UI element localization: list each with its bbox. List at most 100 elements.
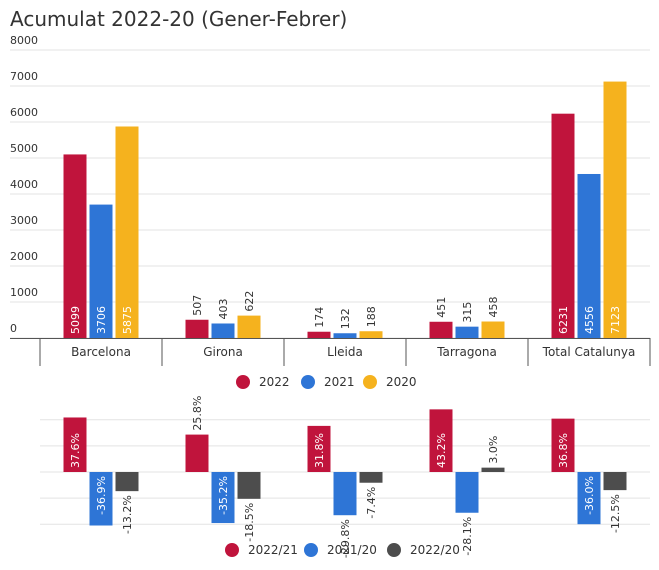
data-label: 132: [339, 308, 352, 329]
data-label: 458: [487, 297, 500, 318]
bar-tarragona-2020: [481, 321, 505, 338]
bottom-chart-bars: [63, 409, 627, 526]
data-label: 43.2%: [435, 433, 448, 468]
bar-girona-2022-20: [237, 472, 261, 499]
y-tick-label: 6000: [10, 106, 38, 119]
legend-label: 2022/21: [248, 543, 298, 557]
bar-girona-2020: [237, 315, 261, 338]
x-category-label: Total Catalunya: [542, 345, 636, 359]
data-label: 25.8%: [191, 396, 204, 431]
data-label: 37.6%: [69, 433, 82, 468]
legend-swatch-icon: [301, 375, 315, 389]
bar-lleida-2022-20: [359, 472, 383, 483]
data-label: -36.0%: [583, 476, 596, 515]
data-label: 174: [313, 307, 326, 328]
top-chart-bars: [63, 81, 627, 339]
data-label: -28.1%: [461, 517, 474, 556]
bar-total-catalunya-2021-20: [577, 472, 601, 525]
x-category-label: Girona: [203, 345, 243, 359]
y-tick-label: 1000: [10, 286, 38, 299]
bar-tarragona-2021: [455, 326, 479, 338]
bar-girona-2021: [211, 323, 235, 338]
data-label: 403: [217, 298, 230, 319]
legend-label: 2021/20: [327, 543, 377, 557]
data-label: 507: [191, 295, 204, 316]
data-label: 31.8%: [313, 433, 326, 468]
data-label: -29.8%: [339, 519, 352, 558]
legend-item-2021-20[interactable]: 2021/20: [304, 543, 377, 557]
data-label: 5875: [121, 306, 134, 334]
bar-lleida-2021: [333, 333, 357, 338]
y-tick-label: 3000: [10, 214, 38, 227]
bar-barcelona-2020: [115, 126, 139, 338]
bar-barcelona-2022-21: [63, 417, 87, 472]
bar-total-catalunya-2020: [603, 81, 627, 339]
bar-total-catalunya-2022-20: [603, 472, 627, 491]
legend-label: 2022: [259, 375, 290, 389]
legend-item-2021[interactable]: 2021: [301, 375, 355, 389]
bottom-chart-legend[interactable]: 2022/21 2021/20 2022/20: [225, 543, 460, 557]
bar-lleida-2022-21: [307, 425, 331, 472]
top-chart-x-axis: Barcelona Girona Lleida Tarragona Total Cata…: [10, 338, 651, 366]
x-category-label: Barcelona: [71, 345, 131, 359]
bar-girona-2022: [185, 319, 209, 338]
bar-barcelona-2021: [89, 204, 113, 338]
data-label: 3706: [95, 306, 108, 334]
legend-item-2022[interactable]: 2022: [236, 375, 290, 389]
data-label: -36.9%: [95, 476, 108, 515]
data-label: 6231: [557, 306, 570, 334]
data-label: 36.8%: [557, 433, 570, 468]
top-chart-legend[interactable]: 2022 2021 2020: [236, 375, 417, 389]
y-tick-label: 2000: [10, 250, 38, 263]
legend-label: 2022/20: [410, 543, 460, 557]
bar-tarragona-2022-21: [429, 409, 453, 472]
data-label: 5099: [69, 306, 82, 334]
y-tick-label: 8000: [10, 34, 38, 47]
data-label: 451: [435, 297, 448, 318]
top-chart-data-labels: 5099 3706 5875 507 403 622 174 132 188 451 315 458 6…: [69, 291, 622, 334]
data-label: -13.2%: [121, 495, 134, 534]
legend-label: 2020: [386, 375, 417, 389]
bar-girona-2021-20: [211, 472, 235, 524]
bar-girona-2022-21: [185, 434, 209, 472]
bar-lleida-2020: [359, 331, 383, 338]
y-tick-label: 7000: [10, 70, 38, 83]
legend-swatch-icon: [225, 543, 239, 557]
legend-swatch-icon: [363, 375, 377, 389]
y-tick-label: 0: [10, 322, 17, 335]
data-label: 7123: [609, 306, 622, 334]
legend-label: 2021: [324, 375, 355, 389]
legend-item-2022-20[interactable]: 2022/20: [387, 543, 460, 557]
bar-tarragona-2022: [429, 321, 453, 338]
bar-tarragona-2022-20: [481, 467, 505, 472]
bar-total-catalunya-2022-21: [551, 418, 575, 472]
bar-barcelona-2021-20: [89, 472, 113, 526]
y-tick-label: 4000: [10, 178, 38, 191]
legend-swatch-icon: [387, 543, 401, 557]
data-label: 315: [461, 302, 474, 323]
legend-swatch-icon: [236, 375, 250, 389]
data-label: -18.5%: [243, 503, 256, 542]
bar-lleida-2022: [307, 331, 331, 338]
data-label: 4556: [583, 306, 596, 334]
x-category-label: Tarragona: [436, 345, 497, 359]
bar-tarragona-2021-20: [455, 472, 479, 513]
data-label: -35.2%: [217, 476, 230, 515]
legend-swatch-icon: [304, 543, 318, 557]
x-category-label: Lleida: [327, 345, 363, 359]
bar-barcelona-2022-20: [115, 472, 139, 492]
bar-lleida-2021-20: [333, 472, 357, 516]
y-tick-label: 5000: [10, 142, 38, 155]
bottom-chart-data-labels: 37.6% -36.9% -13.2% 25.8% -35.2% -18.5% 31.8% -…: [69, 396, 622, 558]
bar-total-catalunya-2022: [551, 113, 575, 339]
bar-barcelona-2022: [63, 154, 87, 338]
top-chart-y-axis: 0 1000 2000 3000 4000 5000 6000 7000 8000: [10, 34, 38, 335]
data-label: 188: [365, 306, 378, 327]
data-label: 622: [243, 291, 256, 312]
legend-item-2022-21[interactable]: 2022/21: [225, 543, 298, 557]
data-label: -12.5%: [609, 494, 622, 533]
data-label: 3.0%: [487, 436, 500, 464]
chart-title: Acumulat 2022-20 (Gener-Febrer): [10, 7, 347, 31]
legend-item-2020[interactable]: 2020: [363, 375, 417, 389]
